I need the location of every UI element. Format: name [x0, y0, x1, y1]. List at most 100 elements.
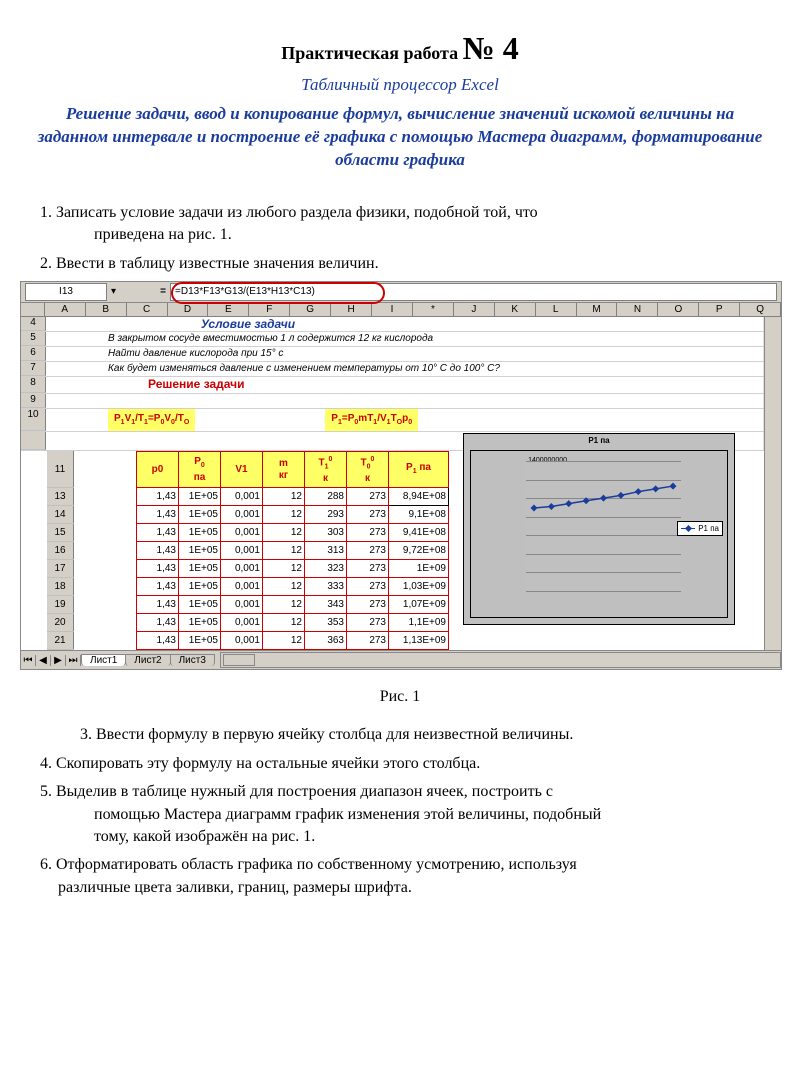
- col-header-F[interactable]: F: [249, 303, 290, 316]
- table-cell[interactable]: 303: [305, 524, 347, 542]
- table-cell[interactable]: 0,001: [221, 506, 263, 524]
- col-header-M[interactable]: M: [577, 303, 618, 316]
- col-header-P[interactable]: P: [699, 303, 740, 316]
- tab-nav-next-icon[interactable]: ▶: [51, 655, 66, 666]
- col-header-I[interactable]: I: [372, 303, 413, 316]
- sheet-tab-Лист3[interactable]: Лист3: [170, 654, 215, 666]
- col-header-C[interactable]: C: [127, 303, 168, 316]
- table-cell[interactable]: 353: [305, 614, 347, 632]
- table-cell[interactable]: 1,43: [137, 524, 179, 542]
- table-cell[interactable]: 12: [263, 578, 305, 596]
- table-cell[interactable]: 0,001: [221, 632, 263, 650]
- vertical-scrollbar[interactable]: [764, 317, 781, 651]
- table-cell[interactable]: 1E+05: [179, 596, 221, 614]
- table-cell[interactable]: 12: [263, 524, 305, 542]
- row-number[interactable]: 4: [21, 317, 46, 331]
- table-cell[interactable]: 1E+05: [179, 506, 221, 524]
- table-cell[interactable]: 1E+05: [179, 560, 221, 578]
- table-cell[interactable]: 293: [305, 506, 347, 524]
- row-number[interactable]: 8: [21, 377, 46, 393]
- table-cell[interactable]: 1,43: [137, 596, 179, 614]
- row-number[interactable]: 21: [47, 632, 74, 650]
- col-header-K[interactable]: K: [495, 303, 536, 316]
- table-cell[interactable]: 1E+05: [179, 578, 221, 596]
- table-cell[interactable]: 9,72E+08: [389, 542, 449, 560]
- table-cell[interactable]: 12: [263, 560, 305, 578]
- col-header-B[interactable]: B: [86, 303, 127, 316]
- table-cell[interactable]: 1E+09: [389, 560, 449, 578]
- row-number[interactable]: 5: [21, 332, 46, 346]
- table-cell[interactable]: 1,43: [137, 614, 179, 632]
- tab-nav-last-icon[interactable]: ⏭: [66, 655, 81, 666]
- table-cell[interactable]: 273: [347, 506, 389, 524]
- col-header-L[interactable]: L: [536, 303, 577, 316]
- table-cell[interactable]: 1,13E+09: [389, 632, 449, 650]
- table-cell[interactable]: 12: [263, 488, 305, 506]
- col-header-H[interactable]: H: [331, 303, 372, 316]
- col-header-A[interactable]: A: [45, 303, 86, 316]
- table-cell[interactable]: 12: [263, 506, 305, 524]
- table-cell[interactable]: 273: [347, 614, 389, 632]
- sheet-tab-Лист1[interactable]: Лист1: [81, 654, 126, 666]
- table-cell[interactable]: 273: [347, 578, 389, 596]
- table-cell[interactable]: 273: [347, 542, 389, 560]
- row-number[interactable]: 10: [21, 409, 46, 431]
- table-cell[interactable]: 1,43: [137, 560, 179, 578]
- table-cell[interactable]: 1,43: [137, 488, 179, 506]
- formula-input[interactable]: =D13*F13*G13/(E13*H13*C13): [170, 283, 777, 301]
- row-number[interactable]: 16: [47, 542, 74, 560]
- table-cell[interactable]: 323: [305, 560, 347, 578]
- table-cell[interactable]: 12: [263, 614, 305, 632]
- table-cell[interactable]: 1,43: [137, 578, 179, 596]
- table-cell[interactable]: 0,001: [221, 488, 263, 506]
- row-number[interactable]: 6: [21, 347, 46, 361]
- table-cell[interactable]: 1,43: [137, 632, 179, 650]
- row-number[interactable]: 11: [47, 451, 74, 488]
- col-header-gutter[interactable]: [21, 303, 45, 316]
- row-number[interactable]: [21, 432, 46, 450]
- table-cell[interactable]: 1E+05: [179, 524, 221, 542]
- row-number[interactable]: 7: [21, 362, 46, 376]
- table-cell[interactable]: 0,001: [221, 614, 263, 632]
- table-cell[interactable]: 12: [263, 542, 305, 560]
- row-number[interactable]: 9: [21, 394, 46, 408]
- table-cell[interactable]: 8,94E+08: [389, 488, 449, 506]
- row-number[interactable]: 17: [47, 560, 74, 578]
- table-cell[interactable]: 273: [347, 596, 389, 614]
- table-cell[interactable]: 1E+05: [179, 614, 221, 632]
- horizontal-scrollbar[interactable]: [220, 652, 781, 668]
- table-cell[interactable]: 273: [347, 488, 389, 506]
- col-header-Q[interactable]: Q: [740, 303, 781, 316]
- table-cell[interactable]: 333: [305, 578, 347, 596]
- table-cell[interactable]: 273: [347, 524, 389, 542]
- table-cell[interactable]: 12: [263, 632, 305, 650]
- name-box[interactable]: I13: [25, 283, 107, 301]
- table-cell[interactable]: 0,001: [221, 542, 263, 560]
- chart[interactable]: P1 па 1400000000120000000010000000008000…: [463, 433, 735, 625]
- row-number[interactable]: 19: [47, 596, 74, 614]
- table-cell[interactable]: 12: [263, 596, 305, 614]
- col-header-G[interactable]: G: [290, 303, 331, 316]
- table-cell[interactable]: 0,001: [221, 596, 263, 614]
- table-cell[interactable]: 1E+05: [179, 542, 221, 560]
- row-number[interactable]: 13: [47, 488, 74, 506]
- row-number[interactable]: 18: [47, 578, 74, 596]
- table-cell[interactable]: 1,43: [137, 542, 179, 560]
- table-cell[interactable]: 363: [305, 632, 347, 650]
- table-cell[interactable]: 1E+05: [179, 632, 221, 650]
- tab-nav-prev-icon[interactable]: ◀: [36, 655, 51, 666]
- table-cell[interactable]: 273: [347, 560, 389, 578]
- table-cell[interactable]: 0,001: [221, 578, 263, 596]
- table-cell[interactable]: 313: [305, 542, 347, 560]
- row-number[interactable]: 15: [47, 524, 74, 542]
- col-header-J[interactable]: J: [454, 303, 495, 316]
- namebox-dropdown-icon[interactable]: ▾: [111, 286, 116, 297]
- row-number[interactable]: 20: [47, 614, 74, 632]
- column-headers[interactable]: ABCDEFGHI*JKLMNOPQ: [21, 303, 781, 317]
- table-cell[interactable]: 9,1E+08: [389, 506, 449, 524]
- table-cell[interactable]: 273: [347, 632, 389, 650]
- table-cell[interactable]: 1,1E+09: [389, 614, 449, 632]
- table-cell[interactable]: 1,07E+09: [389, 596, 449, 614]
- table-cell[interactable]: 343: [305, 596, 347, 614]
- tab-nav-first-icon[interactable]: ⏮: [21, 655, 36, 666]
